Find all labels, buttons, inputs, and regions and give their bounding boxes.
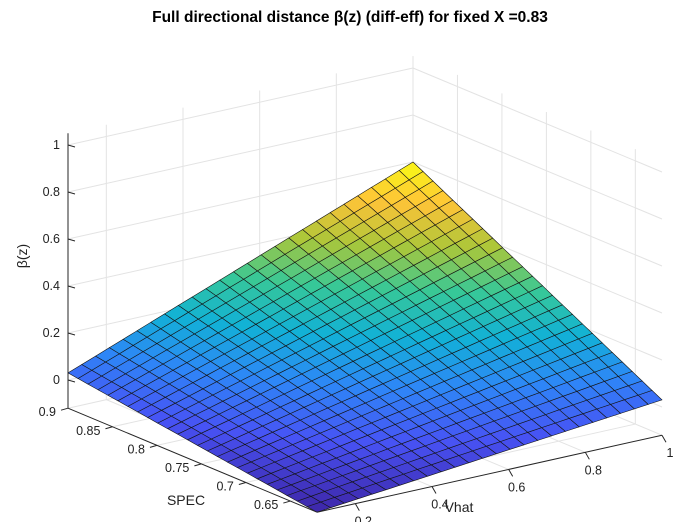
y-tick <box>149 444 158 448</box>
z-tick-label: 0.8 <box>43 185 60 199</box>
y-tick-label: 0.75 <box>165 461 189 475</box>
surface-cell <box>398 161 424 181</box>
z-tick <box>67 285 76 289</box>
grid-line <box>412 67 663 173</box>
grid-line <box>67 161 414 240</box>
z-tick-label: 0.6 <box>43 232 60 246</box>
z-tick <box>67 191 76 195</box>
x-tick-label: 0.2 <box>355 515 372 522</box>
z-tick-label: 1 <box>53 138 60 152</box>
y-tick-label: 0.8 <box>128 442 145 456</box>
y-tick-label: 0.85 <box>76 424 100 438</box>
grid-line <box>412 114 663 220</box>
y-axis-line <box>67 407 318 513</box>
x-tick-label: 0.8 <box>585 463 602 477</box>
y-axis-label: SPEC <box>167 492 205 508</box>
y-tick-label: 0.7 <box>216 479 233 493</box>
x-axis-label: Vhat <box>445 499 474 515</box>
z-axis-label: β(z) <box>14 244 30 268</box>
z-tick-label: 0 <box>53 373 60 387</box>
z-tick <box>67 144 76 148</box>
x-tick-label: 1 <box>667 446 674 460</box>
z-tick-label: 0.2 <box>43 326 60 340</box>
grid-line <box>412 161 663 267</box>
x-tick-label: 0.6 <box>508 480 525 494</box>
axes: 0.2 0.4 0.6 0.8 1 0.65 0.7 0.75 0.8 0.85 0.9 0 0.2 0.… <box>39 133 674 522</box>
y-tick <box>194 463 202 467</box>
grid-line <box>67 114 414 193</box>
y-tick <box>238 482 246 485</box>
x-tick <box>508 469 514 477</box>
x-axis-line <box>316 434 663 513</box>
y-tick-label: 0.9 <box>39 405 56 419</box>
z-tick <box>67 332 76 336</box>
x-tick <box>661 434 667 443</box>
x-tick-label: 0.4 <box>431 498 448 512</box>
z-tick <box>67 379 76 383</box>
z-tick-label: 0.4 <box>43 279 60 293</box>
y-tick <box>283 500 291 504</box>
surface <box>67 161 663 513</box>
z-tick <box>67 238 76 242</box>
x-tick <box>584 452 590 460</box>
y-tick-label: 0.65 <box>254 498 278 512</box>
x-tick <box>354 503 360 511</box>
grid-line <box>67 67 414 146</box>
y-tick <box>105 426 113 430</box>
chart-title: Full directional distance β(z) (diff-eff… <box>152 9 548 26</box>
y-tick <box>60 407 69 411</box>
x-tick <box>431 486 437 494</box>
